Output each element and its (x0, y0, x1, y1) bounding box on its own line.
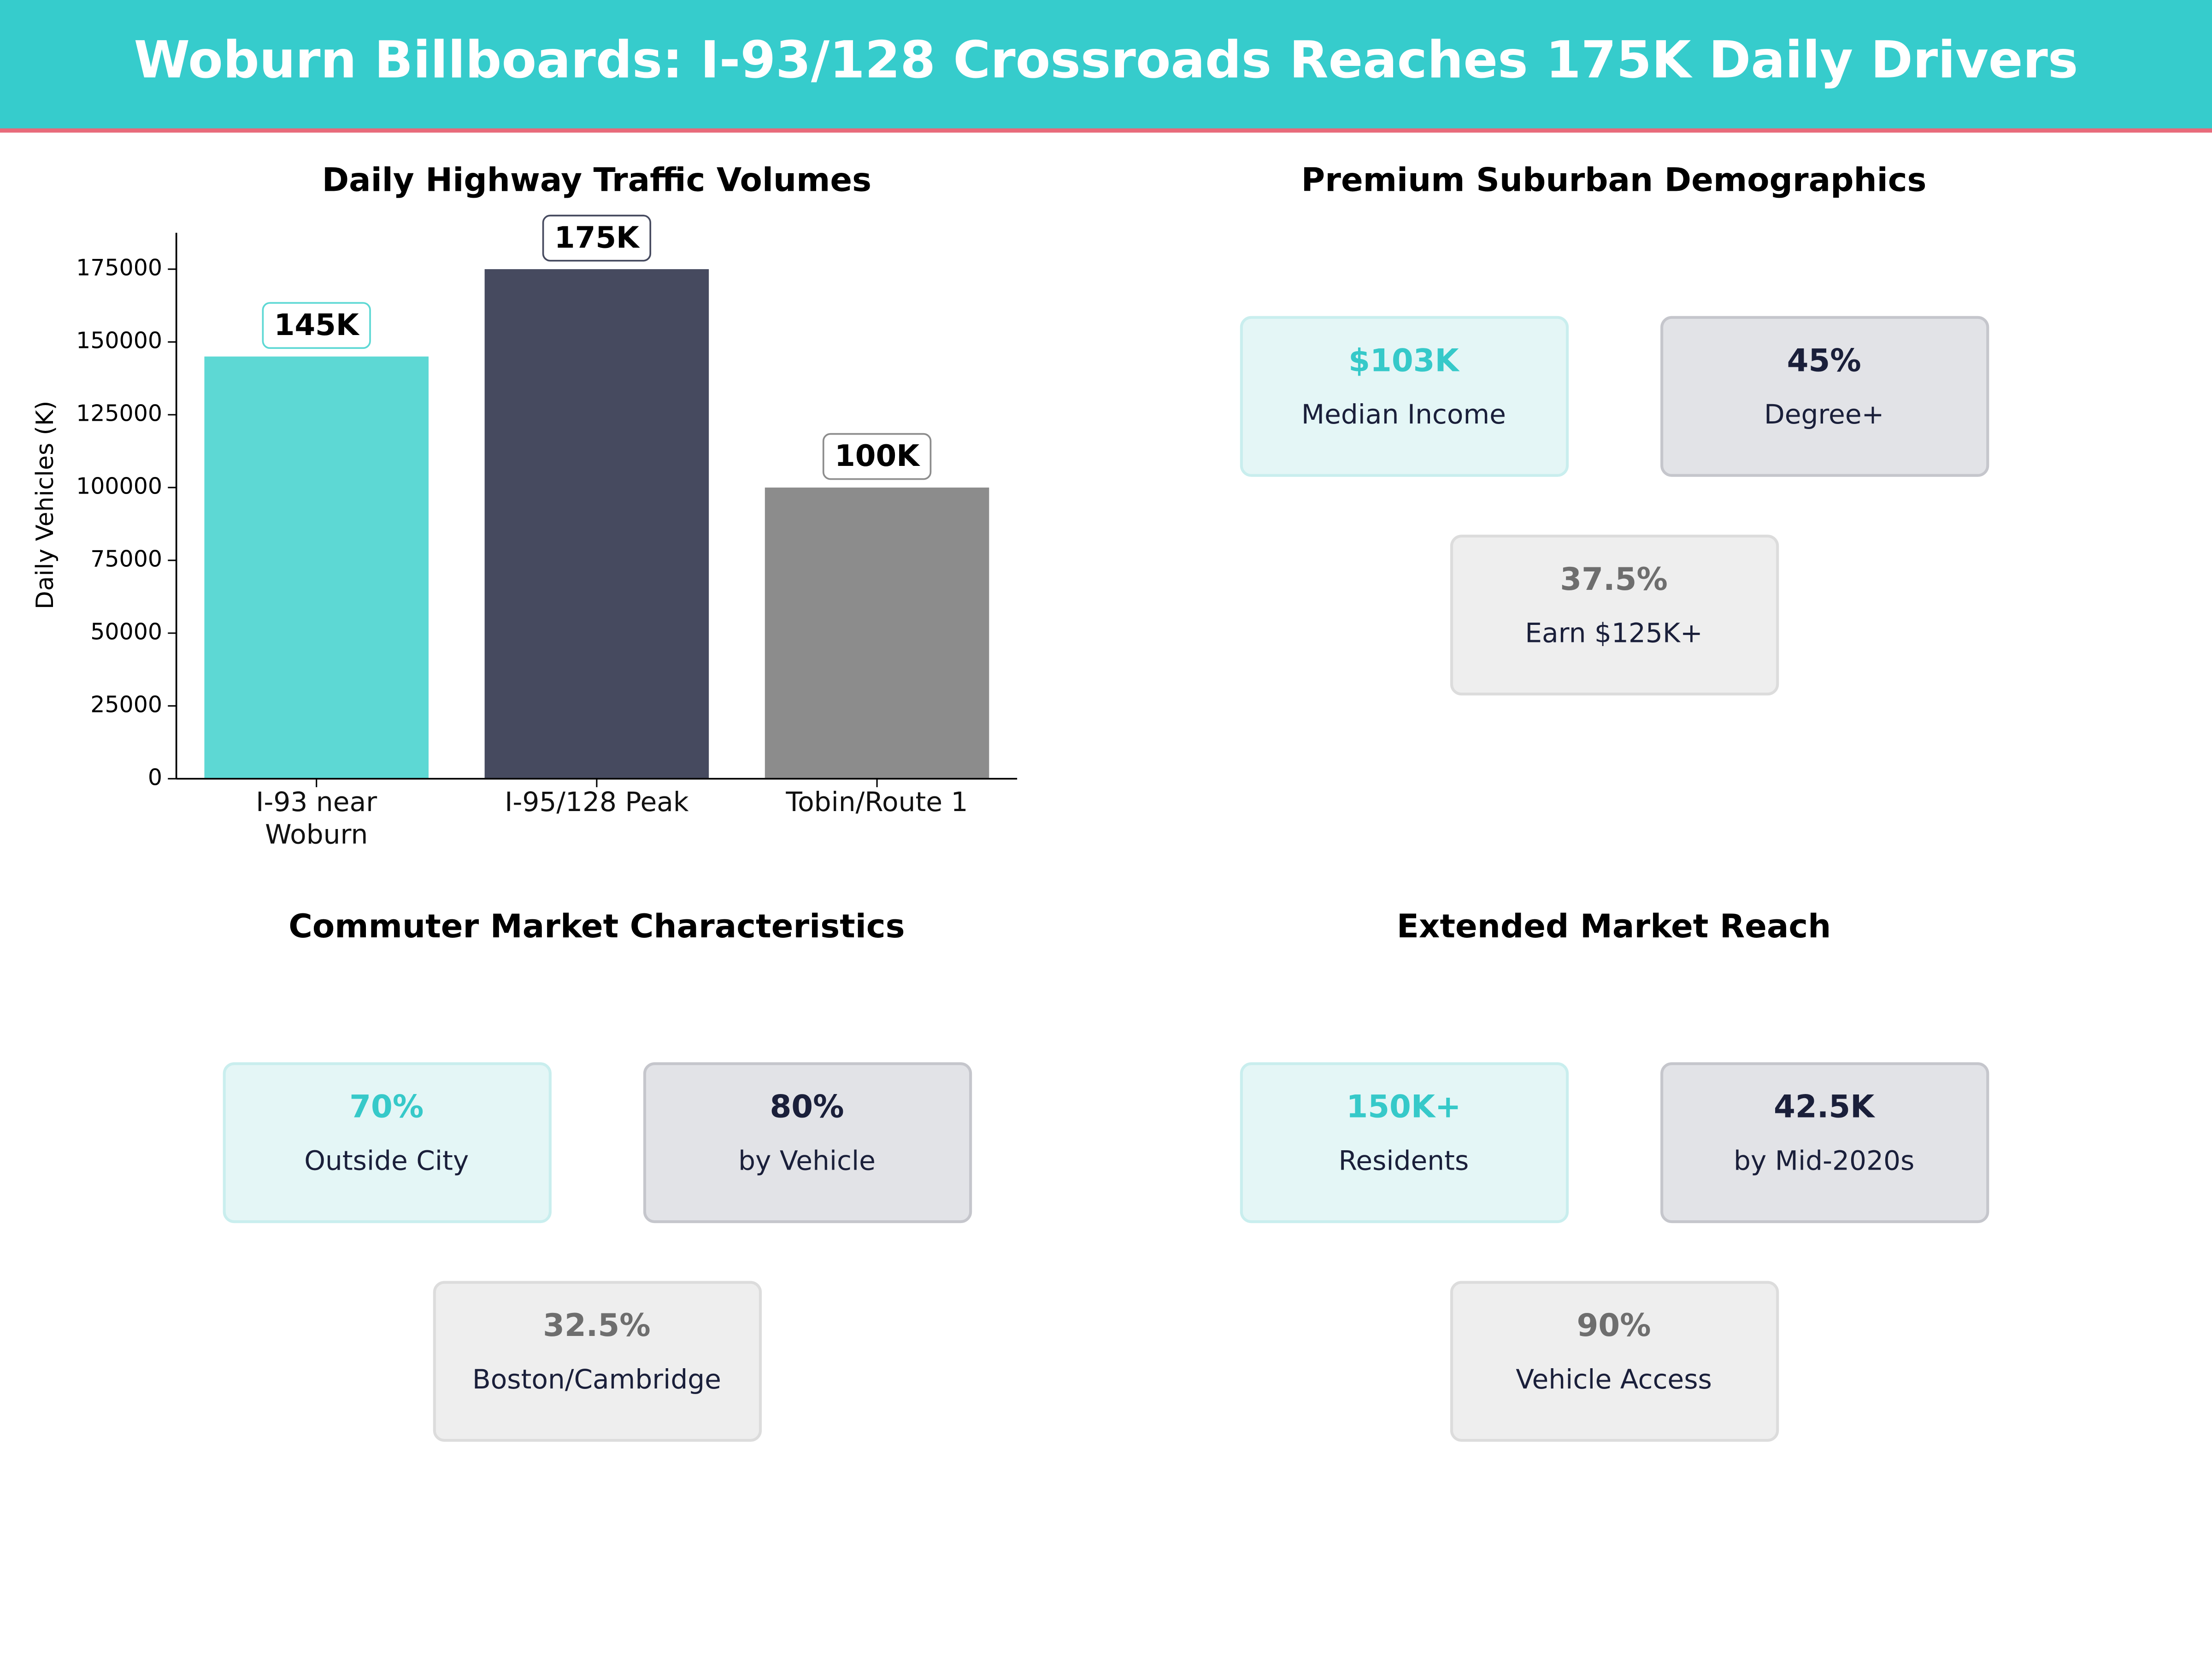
stat-value: 150K+ (1346, 1088, 1461, 1125)
stat-card (643, 1062, 972, 1224)
stat-card (1660, 1062, 1989, 1224)
chart-title: Daily Highway Traffic Volumes (322, 161, 871, 199)
y-tick-label: 125000 (76, 400, 162, 427)
value-label: 145K (274, 308, 360, 342)
stat-label: Degree+ (1764, 399, 1884, 430)
stat-value: $103K (1348, 342, 1460, 378)
stat-value: 70% (349, 1088, 424, 1125)
y-tick-label: 150000 (76, 328, 162, 354)
stat-value: 37.5% (1560, 561, 1668, 597)
stat-label: by Mid-2020s (1734, 1145, 1914, 1177)
x-tick-label-box: I-93 near Woburn (256, 787, 377, 851)
stat-label: Boston/Cambridge (472, 1364, 721, 1395)
bar (765, 487, 989, 779)
value-label: 175K (554, 220, 640, 255)
y-axis-label: Daily Vehicles (K) (31, 401, 59, 610)
bar (484, 269, 709, 779)
y-tick-label: 100000 (76, 473, 162, 499)
y-tick-label: 75000 (90, 546, 162, 572)
panel-title: Premium Suburban Demographics (1301, 161, 1927, 199)
stat-card (1240, 1062, 1569, 1224)
bar (204, 356, 429, 779)
page-title: Woburn Billboards: I-93/128 Crossroads R… (134, 30, 2078, 89)
stat-value: 45% (1787, 342, 1861, 378)
stat-label: Median Income (1301, 399, 1506, 430)
stat-value: 32.5% (543, 1307, 651, 1343)
y-tick-label: 175000 (76, 255, 162, 281)
y-tick-label: 25000 (90, 691, 162, 718)
x-tick-label: I-93 near Woburn (256, 787, 377, 851)
stat-label: Earn $125K+ (1525, 618, 1702, 649)
stat-value: 80% (770, 1088, 844, 1125)
stat-label: Outside City (304, 1145, 469, 1177)
header-bar (0, 0, 2212, 130)
stat-card (223, 1062, 552, 1224)
stat-label: by Vehicle (738, 1145, 876, 1177)
stat-value: 90% (1577, 1307, 1651, 1343)
stat-card (1660, 316, 1989, 477)
panel-title: Commuter Market Characteristics (288, 907, 905, 945)
x-tick-label: Tobin/Route 1 (786, 787, 968, 818)
header-accent (0, 128, 2212, 133)
y-tick-label: 50000 (90, 618, 162, 645)
x-tick-label-box: Tobin/Route 1 (786, 787, 968, 818)
value-label: 100K (835, 439, 920, 473)
stat-label: Residents (1339, 1145, 1469, 1177)
value-label-box (542, 214, 652, 262)
value-label-box (822, 433, 932, 480)
x-tick-label: I-95/128 Peak (505, 787, 689, 818)
stat-card (1450, 1281, 1779, 1442)
value-label-box (262, 302, 371, 349)
y-tick-label: 0 (148, 764, 162, 790)
stat-value: 42.5K (1774, 1088, 1876, 1125)
stat-card (1240, 316, 1569, 477)
stat-label: Vehicle Access (1516, 1364, 1712, 1395)
x-tick-label-box: I-95/128 Peak (505, 787, 689, 818)
panel-title: Extended Market Reach (1397, 907, 1831, 945)
stat-card (1450, 535, 1779, 696)
stat-card (433, 1281, 762, 1442)
